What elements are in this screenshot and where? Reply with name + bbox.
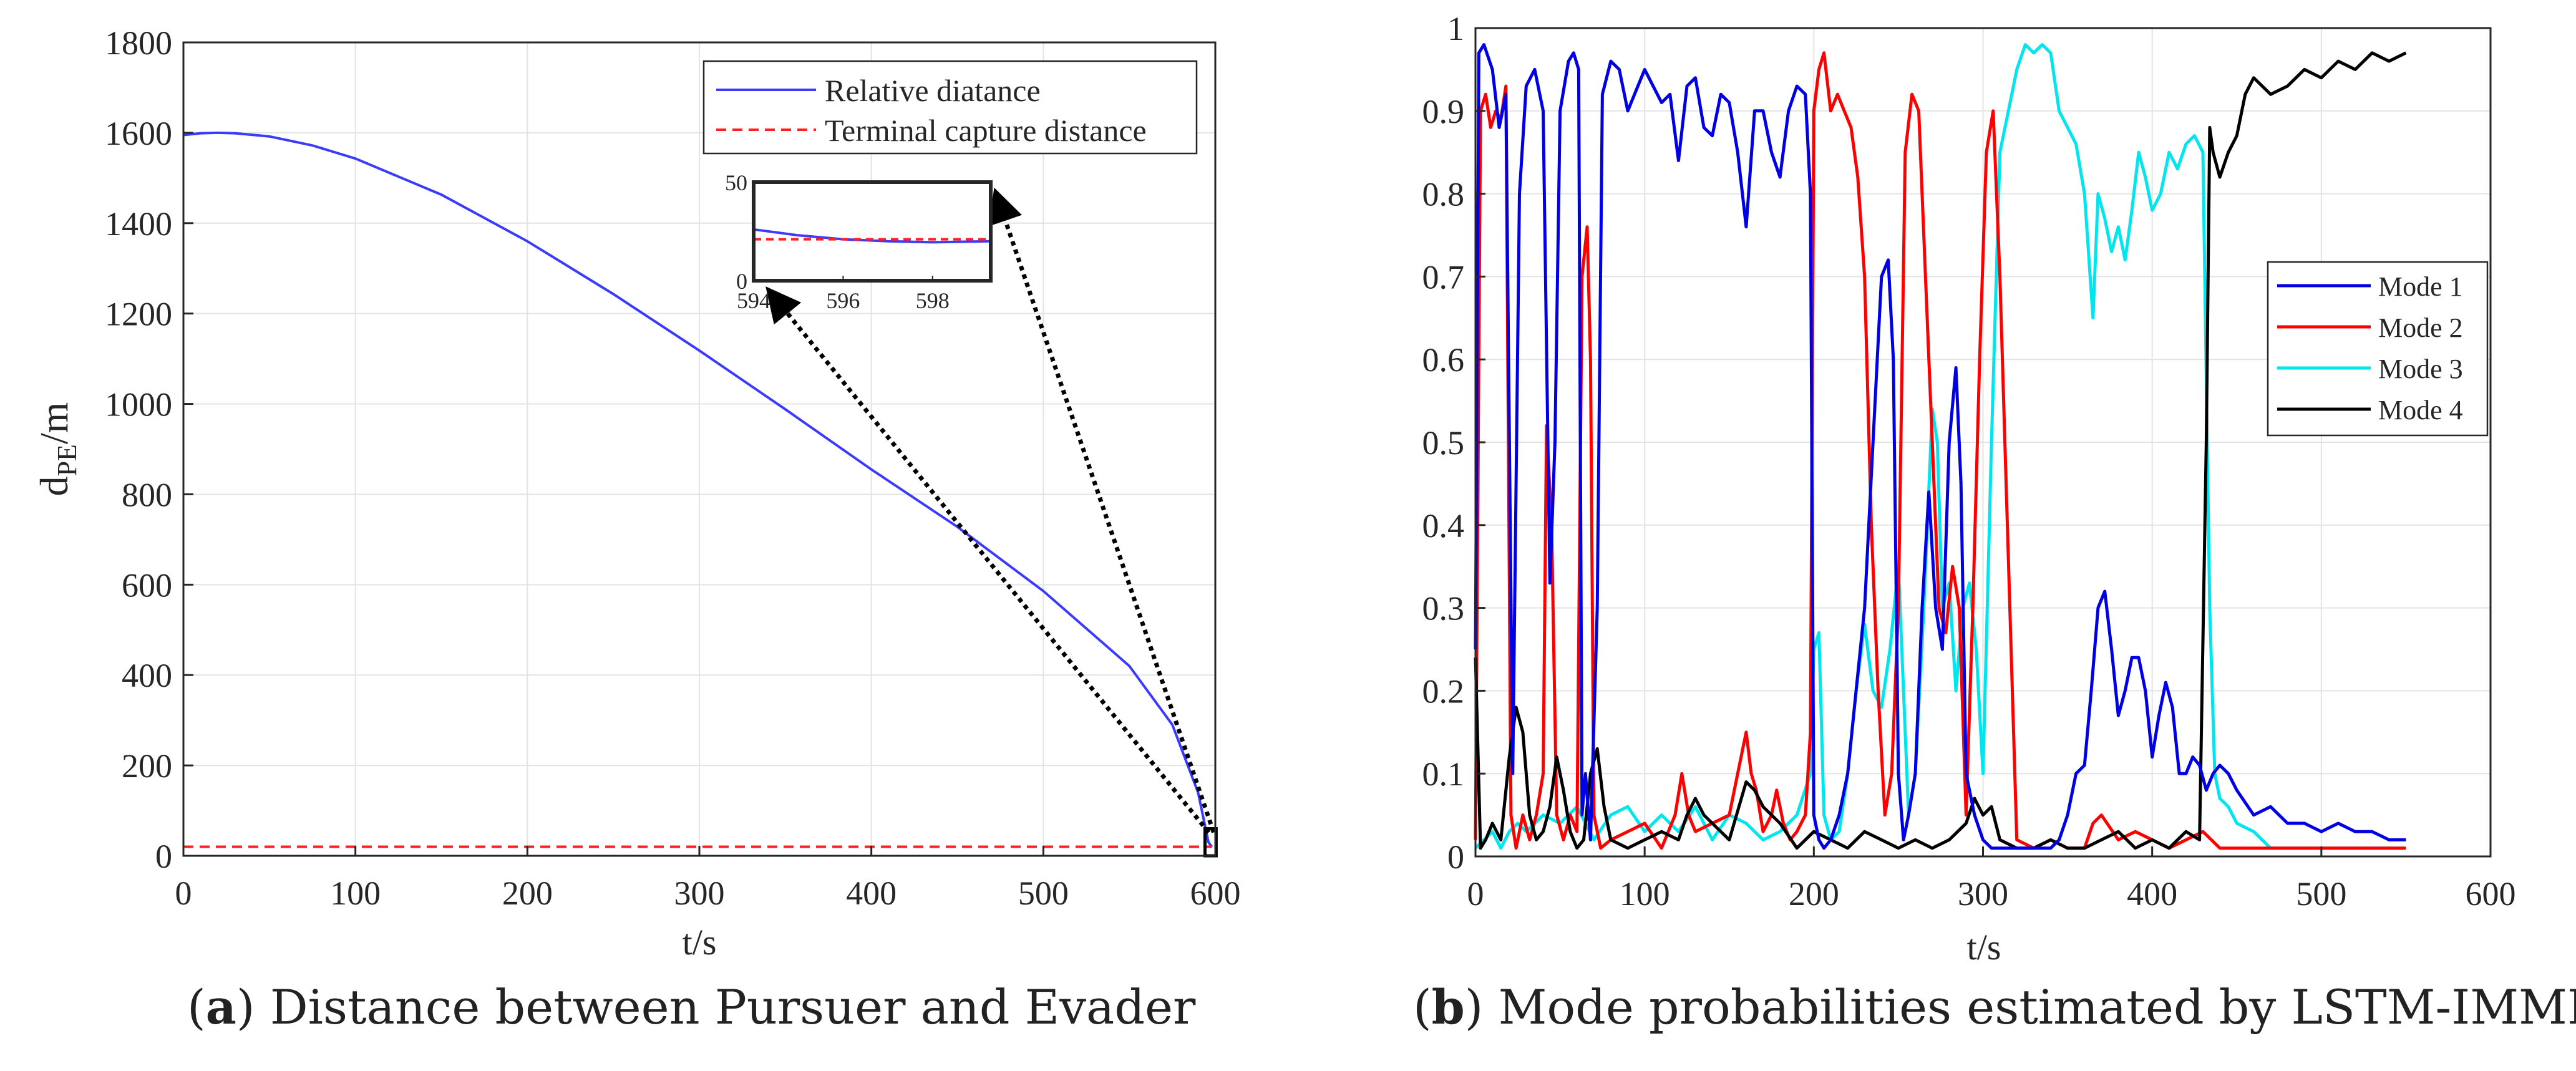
chart-a-x-tick-label-300: 300 [674,875,725,912]
chart-b-x-tick-label-300: 300 [1958,875,2008,913]
caption-b-tag: b [1431,979,1465,1035]
chart-b-x-tick-label-500: 500 [2296,875,2346,913]
chart-a-y-ticks: 0 200 400 600 800 1000 1200 1400 1600 1800 [105,24,193,875]
chart-a-y-tick-label-1200: 1200 [105,296,172,333]
chart-b-y-tick-label-8: 0.8 [1422,176,1465,213]
chart-a-legend: Relative diatance Terminal capture dista… [702,60,1198,155]
chart-a-y-tick-label-1000: 1000 [105,386,172,424]
chart-b-y-tick-label-1: 0.1 [1422,755,1465,793]
chart-b-grid [1475,27,2491,857]
chart-a-y-tick-label-1600: 1600 [105,115,172,152]
chart-a-inset: 594 596 598 0 50 [725,170,993,313]
chart-b-x-tick-label-600: 600 [2466,875,2516,913]
chart-a-y-tick-label-400: 400 [122,657,172,694]
chart-a-x-axis-label: t/s [683,922,717,962]
chart-b-y-tick-label-5: 0.5 [1422,424,1465,462]
chart-a: 0 100 200 300 400 500 600 02004006008001000120… [0,0,1298,973]
chart-b-legend-label-mode-1: Mode 1 [2378,271,2463,302]
chart-a-x-tick-label-100: 100 [330,875,381,912]
chart-b-x-tick-label-200: 200 [1789,875,1839,913]
chart-a-series-relative-distance [183,131,1213,848]
chart-a-x-ticks: 0 100 200 300 400 500 600 [175,846,1241,912]
chart-b-x-tick-label-100: 100 [1620,875,1670,913]
caption-a: (a) Distance between Pursuer and Evader [187,979,1196,1035]
chart-b-y-tick-label-3: 0.3 [1422,590,1465,628]
caption-a-text: Distance between Pursuer and Evader [270,979,1196,1035]
chart-a-y-tick-label-0: 0 [155,838,172,875]
chart-a-x-tick-label-400: 400 [846,875,897,912]
chart-b-series-mode-4 [1474,51,2407,850]
chart-b-series-mode-3 [1474,43,2406,850]
chart-b-y-tick-label-2: 0.2 [1422,672,1465,710]
chart-b-y-tick-label-7: 0.7 [1422,258,1465,296]
chart-b-legend: Mode 1 Mode 2 Mode 3 Mode 4 [2267,261,2489,437]
chart-a-inset-box [752,180,993,283]
chart-b-y-tick-label-4: 0.4 [1422,507,1465,545]
chart-a-y-axis-label-unit: /m [32,402,76,445]
chart-b-legend-box [2267,261,2489,437]
chart-a-legend-label-capture-distance: Terminal capture distance [825,113,1147,148]
chart-a-zoom-arrow-left [766,286,1211,834]
chart-a-x-tick-label-200: 200 [502,875,553,912]
chart-a-y-axis-label-sub: PE [52,444,82,476]
chart-a-inset-series [753,228,991,244]
chart-b-legend-label-mode-2: Mode 2 [2378,313,2463,343]
caption-b: (b) Mode probabilities estimated by LSTM… [1413,979,2576,1035]
chart-a-zoom-arrow-right [989,187,1216,833]
chart-a-inset-series-relative-distance [753,228,991,244]
chart-a-y-tick-label-200: 200 [122,747,172,785]
chart-a-y-tick-label-800: 800 [122,476,172,513]
chart-b: 0 100 200 300 400 500 600 00.10.20.30.40.50.60… [1422,10,2516,967]
chart-a-inset-y-tick-label-50: 50 [725,170,747,195]
chart-b-y-tick-label-0: 0 [1447,838,1464,876]
chart-a-x-tick-label-600: 600 [1190,875,1241,912]
chart-a-y-tick-label-600: 600 [122,566,172,604]
chart-a-zoom-arrows [766,187,1216,834]
chart-a-y-tick-label-1400: 1400 [105,205,172,243]
chart-a-x-tick-label-0: 0 [175,875,192,912]
chart-a-y-axis-label-main: d [32,476,76,496]
chart-b-y-ticks: 0 0.1 0.2 0.3 0.4 0.5 0.6 0.7 0.8 0.9 1 [1422,10,1485,876]
chart-b-legend-label-mode-4: Mode 4 [2378,395,2463,425]
chart-b-x-tick-label-0: 0 [1467,875,1484,913]
chart-b-x-axis-label: t/s [1967,927,2001,967]
chart-b-legend-label-mode-3: Mode 3 [2378,354,2463,384]
chart-a-inset-x-tick-label-594: 594 [737,288,770,313]
chart-a-inset-x-tick-label-596: 596 [826,288,860,313]
chart-a-x-tick-label-500: 500 [1018,875,1069,912]
chart-a-inset-ticks: 594 596 598 0 50 [725,170,950,313]
chart-b-x-ticks: 0 100 200 300 400 500 600 [1467,846,2516,913]
chart-a-inset-x-tick-label-598: 598 [916,288,950,313]
chart-a-y-axis-label: dPE/m [32,402,82,497]
caption-b-text: Mode probabilities estimated by LSTM-IMM… [1498,979,2576,1035]
chart-a-inset-background [754,182,991,281]
chart-a-y-tick-label-1800: 1800 [105,24,172,62]
chart-a-legend-box [702,60,1198,155]
chart-b-y-tick-label-6: 0.6 [1422,341,1465,379]
chart-a-inset-y-tick-label-0: 0 [736,269,747,294]
chart-a-legend-label-relative-distance: Relative diatance [825,73,1041,108]
chart-b-series-mode-1 [1474,43,2406,850]
chart-b-x-tick-label-400: 400 [2127,875,2177,913]
chart-b-series [1474,43,2407,850]
chart-b-y-tick-label-9: 0.9 [1422,93,1465,130]
caption-a-tag: a [205,979,236,1035]
chart-b-y-tick-label-10: 1 [1447,10,1464,47]
